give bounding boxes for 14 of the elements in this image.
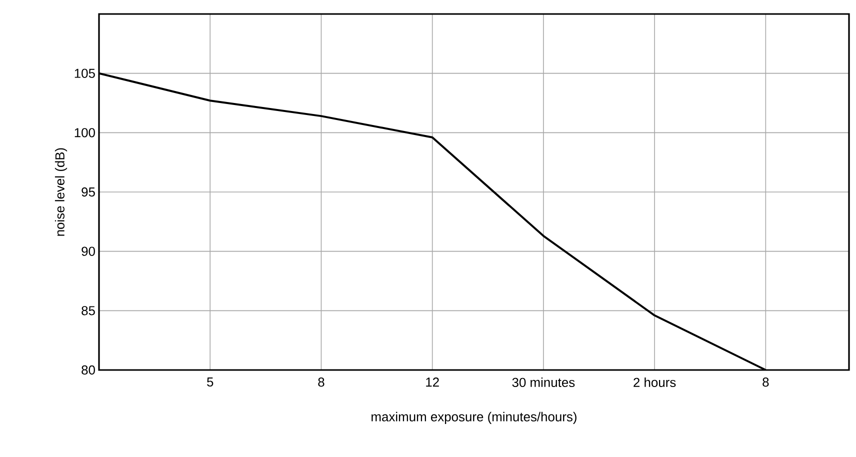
y-tick-label: 100 [74, 128, 95, 138]
x-tick-label: 5 [207, 378, 214, 387]
y-tick-label: 90 [82, 246, 95, 256]
y-axis-title: noise level (dB) [54, 148, 68, 236]
y-tick-label: 95 [82, 187, 95, 197]
x-tick-label: 12 [426, 378, 439, 387]
y-tick-label: 80 [82, 365, 95, 375]
y-tick-label: 105 [74, 68, 95, 78]
y-tick-label: 85 [82, 306, 95, 316]
x-tick-label: 8 [318, 378, 324, 387]
x-axis-title: maximum exposure (minutes/hours) [372, 412, 576, 424]
x-tick-label: 2 hours [634, 378, 676, 388]
x-tick-label: 8 [762, 378, 769, 387]
x-tick-label: 30 minutes [512, 378, 575, 388]
